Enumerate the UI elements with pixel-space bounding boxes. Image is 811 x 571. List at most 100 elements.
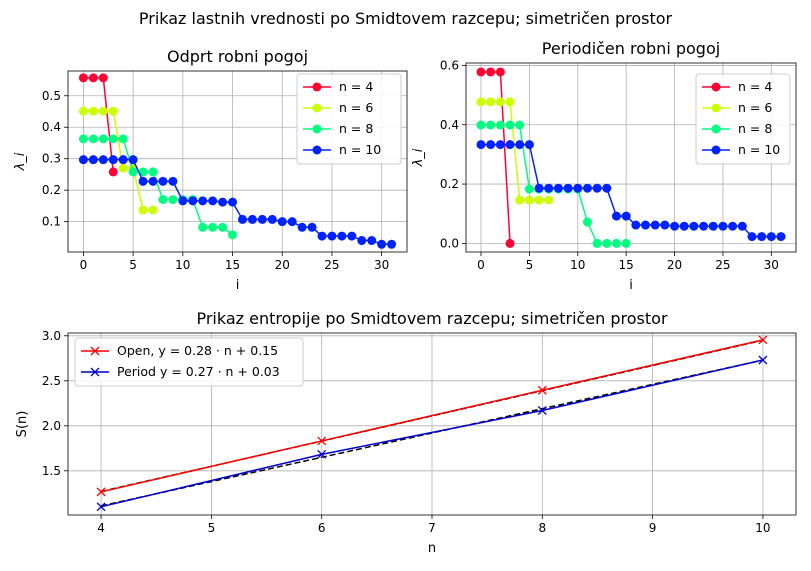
data-point: [766, 232, 776, 242]
legend-label: Period y = 0.27 · n + 0.03: [117, 364, 280, 379]
data-point: [660, 220, 670, 230]
legend-box: [695, 73, 791, 165]
legend-label: n = 6: [339, 100, 373, 115]
data-point: [108, 106, 118, 116]
data-point: [505, 97, 515, 107]
data-point: [486, 97, 496, 107]
data-point: [476, 67, 486, 77]
legend-marker: [312, 124, 322, 134]
series-3: [78, 155, 397, 249]
data-point: [208, 196, 218, 206]
data-point: [78, 155, 88, 165]
legend-label: n = 8: [738, 121, 772, 136]
figure-suptitle: Prikaz lastnih vrednosti po Smidtovem ra…: [138, 9, 673, 28]
data-point: [88, 134, 98, 144]
x-tick-label: 30: [764, 258, 779, 272]
data-point: [582, 183, 592, 193]
series-line: [481, 71, 511, 244]
y-tick-label: 0.5: [42, 89, 61, 103]
data-point: [287, 217, 297, 227]
data-point: [118, 155, 128, 165]
legend-marker: [312, 145, 322, 155]
data-point: [476, 140, 486, 150]
x-axis-label: i: [236, 278, 240, 293]
data-point: [776, 232, 786, 242]
series-1: [78, 106, 158, 215]
y-tick-label: 1.5: [42, 464, 61, 478]
data-point: [128, 167, 138, 177]
series-1: [476, 97, 554, 205]
data-point: [237, 214, 247, 224]
axes-frame: [465, 62, 797, 253]
data-point: [367, 236, 377, 246]
y-tick-label: 0.6: [440, 58, 459, 72]
data-point: [495, 140, 505, 150]
data-point: [537, 406, 547, 415]
data-point: [592, 238, 602, 248]
x-tick-label: 7: [428, 521, 436, 535]
x-tick-label: 25: [715, 258, 730, 272]
legend-marker: [90, 346, 100, 356]
data-point: [148, 205, 158, 215]
series-line: [83, 77, 114, 172]
data-point: [708, 221, 718, 231]
data-point: [267, 214, 277, 224]
legend-label: n = 8: [339, 121, 373, 136]
data-point: [387, 239, 397, 249]
y-axis-label: S(n): [15, 411, 30, 438]
data-point: [486, 120, 496, 130]
data-point: [737, 221, 747, 231]
data-point: [486, 67, 496, 77]
data-point: [158, 195, 168, 205]
data-point: [297, 222, 307, 232]
data-point: [228, 197, 238, 207]
data-point: [168, 195, 178, 205]
data-point: [98, 134, 108, 144]
data-point: [758, 355, 768, 365]
data-point: [138, 205, 148, 215]
series-2: [78, 134, 238, 240]
data-point: [98, 106, 108, 116]
data-point: [198, 222, 208, 232]
y-tick-label: 2.0: [42, 419, 61, 433]
y-tick-label: 2.5: [42, 374, 61, 388]
legend-marker: [711, 103, 721, 113]
data-point: [476, 97, 486, 107]
data-point: [108, 134, 118, 144]
legend: n = 4 n = 6 n = 8 n = 10: [296, 73, 402, 165]
data-point: [218, 222, 228, 232]
y-axis-label: λ_i: [411, 148, 426, 167]
y-tick-label: 0.3: [42, 152, 61, 166]
series-line: [100, 339, 764, 493]
legend-marker: [90, 367, 100, 377]
data-point: [641, 220, 651, 230]
legend-marker: [312, 103, 322, 113]
x-tick-label: 4: [97, 521, 105, 535]
data-point: [218, 197, 228, 207]
x-tick-label: 10: [175, 258, 190, 272]
x-tick-label: 10: [570, 258, 585, 272]
data-point: [118, 134, 128, 144]
plot-area: [78, 73, 397, 249]
data-point: [563, 183, 573, 193]
x-tick-label: 6: [318, 521, 326, 535]
data-point: [553, 183, 563, 193]
data-point: [699, 221, 709, 231]
series-0: [476, 67, 515, 248]
data-point: [544, 183, 554, 193]
data-point: [476, 120, 486, 130]
series-0: [96, 335, 768, 497]
legend-box: [296, 73, 402, 165]
data-point: [96, 487, 106, 497]
data-point: [317, 436, 327, 446]
legend-label: n = 4: [339, 79, 373, 94]
data-point: [534, 183, 544, 193]
y-tick-label: 0.0: [440, 236, 459, 250]
y-tick-label: 0.4: [440, 118, 459, 132]
legend-label: n = 10: [738, 142, 780, 157]
legend-label: n = 4: [738, 79, 772, 94]
data-point: [495, 120, 505, 130]
data-point: [148, 176, 158, 186]
data-point: [208, 222, 218, 232]
legend-box: [74, 337, 304, 387]
